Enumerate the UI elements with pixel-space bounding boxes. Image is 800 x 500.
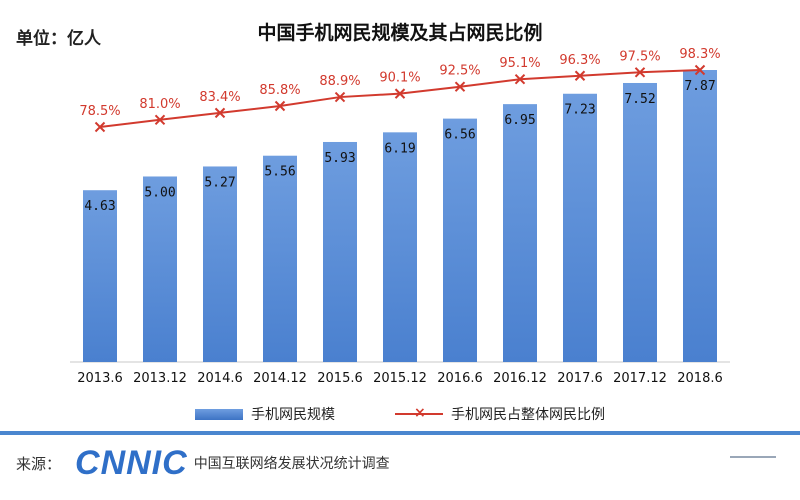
chart-legend: 手机网民规模 × 手机网民占整体网民比例 xyxy=(0,404,800,424)
bar-2014.12 xyxy=(263,155,297,362)
legend-line-swatch: × xyxy=(395,405,443,421)
ratio-value-label: 97.5% xyxy=(619,49,660,64)
bar-value-label: 4.63 xyxy=(84,199,115,214)
ratio-value-label: 88.9% xyxy=(319,74,360,89)
bar-value-label: 5.00 xyxy=(144,185,175,200)
corner-mark xyxy=(730,456,776,458)
x-tick-label: 2016.12 xyxy=(493,371,547,386)
ratio-point xyxy=(574,70,586,81)
ratio-value-label: 90.1% xyxy=(379,71,420,86)
ratio-point xyxy=(514,74,526,85)
bar-2018.6 xyxy=(683,70,717,362)
ratio-point xyxy=(394,88,406,99)
footer-divider xyxy=(0,431,800,435)
ratio-point xyxy=(334,91,346,103)
bar-value-label: 7.52 xyxy=(624,92,655,107)
source-org-name: 中国互联网络发展状况统计调查 xyxy=(193,456,390,472)
ratio-value-label: 98.3% xyxy=(679,47,720,62)
bar-value-label: 6.95 xyxy=(504,113,535,128)
ratio-point xyxy=(94,121,106,133)
bar-2017.6 xyxy=(563,93,597,362)
bar-2016.12 xyxy=(503,104,537,362)
x-tick-label: 2016.6 xyxy=(437,371,483,386)
bar-value-label: 6.19 xyxy=(384,141,415,156)
ratio-point xyxy=(634,67,646,78)
bar-value-label: 5.56 xyxy=(264,165,295,180)
chart-area: 4.63 2013.6 5.00 2013.12 5.27 2014.6 5.56 2014.… xyxy=(70,47,730,386)
ratio-point xyxy=(274,100,286,112)
cnnic-logo: CNNIC xyxy=(75,444,188,482)
bar-value-label: 5.93 xyxy=(324,151,355,166)
legend-item-line: × 手机网民占整体网民比例 xyxy=(395,404,605,424)
ratio-value-label: 81.0% xyxy=(139,97,180,112)
x-tick-label: 2015.6 xyxy=(317,371,363,386)
unit-label: 单位：亿人 xyxy=(16,29,101,49)
bar-value-label: 7.87 xyxy=(684,79,715,94)
x-tick-label: 2017.6 xyxy=(557,371,603,386)
bar-2014.6 xyxy=(203,166,237,362)
bar-2016.6 xyxy=(443,118,477,362)
legend-line-label: 手机网民占整体网民比例 xyxy=(451,407,605,423)
ratio-point xyxy=(214,107,226,119)
chart-title: 中国手机网民规模及其占网民比例 xyxy=(257,22,543,44)
legend-cross-marker: × xyxy=(414,405,426,421)
bar-2013.6 xyxy=(83,190,117,362)
ratio-point xyxy=(694,64,706,76)
source-label: 来源： xyxy=(16,454,62,473)
ratio-value-label: 83.4% xyxy=(199,90,240,105)
bar-2013.12 xyxy=(143,176,177,362)
x-tick-label: 2013.6 xyxy=(77,371,123,386)
source-line: 来源： CNNIC 中国互联网络发展状况统计调查 xyxy=(16,444,390,482)
legend-bar-swatch xyxy=(195,408,243,420)
ratio-value-label: 78.5% xyxy=(79,104,120,119)
ratio-point xyxy=(154,114,166,126)
bar-2015.12 xyxy=(383,132,417,362)
bar-value-label: 6.56 xyxy=(444,128,475,143)
ratio-value-label: 95.1% xyxy=(499,56,540,71)
bar-value-label: 5.27 xyxy=(204,175,235,190)
x-tick-label: 2014.12 xyxy=(253,371,307,386)
x-tick-label: 2017.12 xyxy=(613,371,667,386)
legend-item-bars: 手机网民规模 xyxy=(195,404,335,424)
x-tick-label: 2015.12 xyxy=(373,371,427,386)
x-tick-label: 2018.6 xyxy=(677,371,723,386)
bar-2015.6 xyxy=(323,141,357,362)
x-tick-label: 2014.6 xyxy=(197,371,243,386)
ratio-value-label: 92.5% xyxy=(439,64,480,79)
ratio-point xyxy=(454,81,466,92)
legend-bar-label: 手机网民规模 xyxy=(251,407,335,423)
ratio-value-label: 85.8% xyxy=(259,83,300,98)
ratio-value-label: 96.3% xyxy=(559,53,600,68)
bar-value-label: 7.23 xyxy=(564,103,595,118)
x-tick-label: 2013.12 xyxy=(133,371,187,386)
bar-2017.12 xyxy=(623,82,657,362)
